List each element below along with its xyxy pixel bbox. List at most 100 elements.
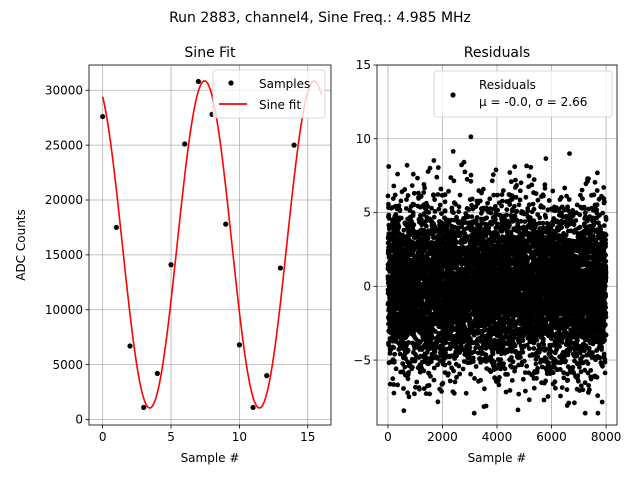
residual-point (415, 175, 420, 181)
sample-point (277, 265, 284, 271)
residual-point (508, 179, 514, 185)
sample-point (127, 343, 133, 349)
residual-point (405, 376, 411, 382)
residual-point (474, 215, 480, 220)
residual-point (406, 370, 411, 375)
residual-point (446, 360, 452, 366)
residual-point (421, 386, 427, 391)
residual-point (392, 351, 397, 357)
sine-fit-x-tick-label: 0 (99, 430, 107, 444)
residual-point (451, 178, 457, 184)
residual-point (395, 171, 400, 177)
residual-point (472, 376, 477, 381)
residual-point (436, 206, 442, 212)
residual-point (462, 169, 468, 175)
residual-point (416, 190, 421, 196)
residual-point (440, 380, 446, 386)
sample-point (113, 224, 119, 231)
sine-fit-x-tick-label: 10 (232, 430, 247, 444)
residual-point (451, 368, 456, 374)
figure-suptitle: Run 2883, channel4, Sine Freq.: 4.985 MH… (169, 10, 471, 26)
residual-point (431, 158, 437, 163)
residual-point (469, 214, 475, 220)
residual-point (469, 196, 475, 202)
residual-point (467, 345, 473, 351)
residual-point (432, 197, 437, 203)
residual-point (435, 165, 441, 171)
residual-point (391, 345, 397, 350)
residual-point (509, 378, 515, 383)
residual-point (435, 399, 441, 405)
residual-point (442, 192, 448, 198)
residual-point (387, 381, 393, 387)
residual-point (431, 365, 437, 371)
residual-point (457, 371, 463, 377)
sine-fit-y-tick-label: 10000 (45, 303, 83, 317)
sine-fit-x-tick-label: 5 (167, 430, 175, 444)
legend-samples-marker (228, 80, 234, 86)
residual-point (442, 362, 448, 368)
residual-point (468, 178, 474, 184)
residual-point (422, 185, 427, 191)
residual-point (507, 170, 513, 175)
residual-point (451, 210, 456, 216)
residual-point (515, 407, 521, 413)
residual-point (513, 177, 518, 183)
residual-point (404, 162, 410, 168)
residual-point (468, 371, 473, 377)
residual-point (470, 359, 476, 364)
residual-point (398, 215, 404, 221)
residual-point (391, 183, 397, 189)
residual-point (487, 196, 493, 202)
residual-point (495, 192, 500, 198)
residual-point (490, 172, 496, 178)
sine-fit-line (101, 80, 323, 409)
residual-point (421, 368, 427, 374)
residual-point (457, 192, 463, 198)
sample-point (250, 404, 256, 411)
residual-point (390, 376, 396, 382)
residual-point (446, 371, 451, 376)
residual-point (461, 159, 467, 165)
sine-fit-ylabel: ADC Counts (14, 209, 28, 281)
residual-point (391, 359, 397, 365)
residual-point (485, 200, 490, 206)
sample-point (291, 142, 297, 148)
residual-point (488, 210, 494, 216)
residual-point (425, 203, 430, 209)
residual-point (393, 213, 399, 219)
sine-fit-legend: Samples Sine fit (212, 69, 326, 119)
residual-point (467, 315, 473, 321)
residual-point (396, 224, 402, 230)
residual-point (473, 364, 479, 369)
residual-point (446, 188, 451, 194)
residual-point (499, 203, 504, 209)
residual-point (501, 188, 506, 194)
residual-point (514, 183, 519, 188)
residual-point (428, 359, 434, 365)
residual-point (411, 222, 417, 228)
residual-point (496, 382, 502, 388)
residual-point (502, 366, 508, 372)
residual-point (493, 167, 499, 173)
residual-point (489, 178, 495, 184)
sample-point (154, 370, 160, 377)
residual-point (490, 351, 496, 357)
residual-point (413, 384, 418, 390)
residual-point (456, 204, 462, 210)
residual-point (405, 390, 410, 396)
sine-fit-x-tick-label: 15 (300, 430, 315, 444)
residual-point (438, 186, 444, 192)
residual-point (505, 372, 510, 377)
residual-point (410, 210, 416, 216)
residual-point (450, 149, 456, 154)
residual-point (493, 217, 498, 222)
residual-point (424, 355, 429, 361)
residual-point (511, 204, 517, 209)
residual-point (460, 366, 466, 372)
residual-point (421, 227, 427, 233)
residual-point (418, 194, 424, 199)
